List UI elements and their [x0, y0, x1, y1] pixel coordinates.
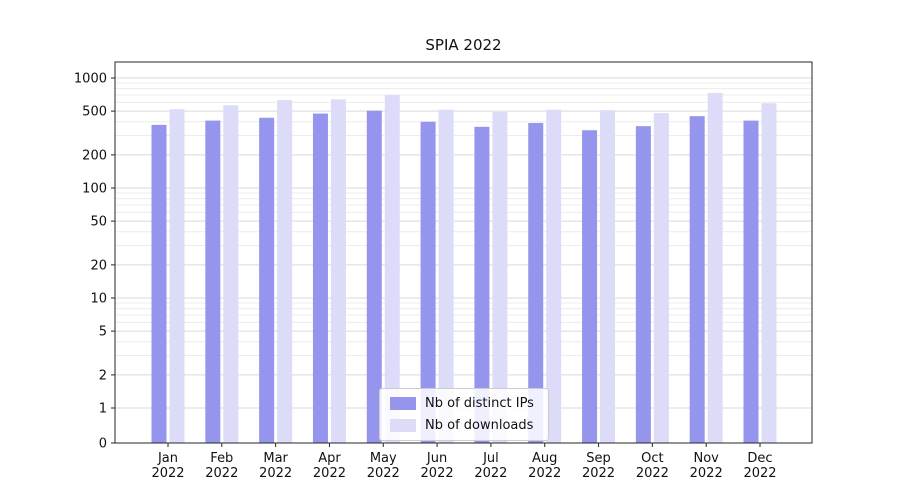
x-tick-label-month: Mar [263, 451, 288, 466]
x-tick-label-month: Jun [426, 451, 447, 466]
legend-swatch-distinct-ips [390, 397, 416, 410]
y-tick-label: 1000 [74, 72, 107, 87]
bar-downloads-dec [761, 103, 777, 444]
x-tick-label-year: 2022 [690, 466, 723, 481]
bar-distinct-ips-nov [689, 116, 705, 444]
x-tick-label-year: 2022 [313, 466, 346, 481]
y-tick-label: 2 [99, 368, 107, 383]
bar-distinct-ips-mar [259, 117, 275, 444]
bar-distinct-ips-feb [205, 120, 221, 443]
legend-swatch-downloads [390, 419, 416, 432]
x-tick-label-year: 2022 [474, 466, 507, 481]
x-tick-label-year: 2022 [743, 466, 776, 481]
x-tick-label-month: May [370, 451, 397, 466]
bar-distinct-ips-oct [635, 126, 651, 444]
y-tick-label: 500 [82, 105, 107, 120]
y-tick-label: 1 [99, 402, 107, 417]
legend-item-distinct-ips: Nb of distinct IPs [390, 396, 534, 411]
bar-downloads-jul [492, 112, 508, 443]
bar-downloads-apr [330, 99, 346, 444]
bar-downloads-nov [707, 93, 723, 443]
legend-label-distinct-ips: Nb of distinct IPs [425, 396, 534, 411]
legend-label-downloads: Nb of downloads [425, 418, 534, 433]
x-tick-label-month: Feb [210, 451, 233, 466]
bar-downloads-jun [438, 109, 454, 443]
x-tick-label-month: Apr [318, 451, 341, 466]
x-tick-label-month: Sep [586, 451, 611, 466]
x-tick-label-month: Dec [747, 451, 772, 466]
y-tick-label: 200 [82, 148, 107, 163]
x-tick-label-year: 2022 [259, 466, 292, 481]
y-tick-label: 50 [90, 215, 107, 230]
bar-downloads-sep [600, 110, 616, 443]
bar-downloads-mar [277, 100, 293, 443]
bar-downloads-may [384, 95, 400, 443]
x-tick-label-year: 2022 [582, 466, 615, 481]
y-tick-label: 10 [90, 292, 107, 307]
x-tick-label-month: Oct [641, 451, 663, 466]
bar-distinct-ips-aug [528, 122, 544, 443]
chart-title: SPIA 2022 [425, 36, 502, 54]
x-tick-label-month: Nov [693, 451, 719, 466]
bar-distinct-ips-jan [151, 124, 167, 443]
legend: Nb of distinct IPs Nb of downloads [379, 388, 549, 441]
x-tick-label-year: 2022 [528, 466, 561, 481]
bar-distinct-ips-sep [582, 130, 598, 444]
plot-border [114, 61, 813, 444]
x-tick-label-year: 2022 [421, 466, 454, 481]
bar-distinct-ips-jul [474, 126, 490, 443]
x-tick-label-month: Jan [157, 451, 178, 466]
bar-downloads-aug [546, 109, 562, 443]
legend-item-downloads: Nb of downloads [390, 418, 534, 433]
x-tick-label-month: Jul [482, 451, 499, 466]
bar-downloads-feb [223, 105, 239, 444]
x-tick-label-year: 2022 [205, 466, 238, 481]
bar-distinct-ips-apr [312, 113, 328, 443]
y-tick-label: 0 [99, 437, 107, 452]
bar-downloads-oct [653, 113, 669, 443]
y-tick-label: 100 [82, 182, 107, 197]
x-tick-label-year: 2022 [151, 466, 184, 481]
x-tick-label-month: Aug [532, 451, 557, 466]
x-tick-label-year: 2022 [636, 466, 669, 481]
y-tick-label: 20 [90, 258, 107, 273]
bar-distinct-ips-may [366, 110, 382, 444]
bar-downloads-jan [169, 109, 185, 444]
bar-distinct-ips-jun [420, 121, 436, 443]
y-tick-label: 5 [99, 325, 107, 340]
bar-distinct-ips-dec [743, 120, 759, 443]
x-tick-label-year: 2022 [367, 466, 400, 481]
